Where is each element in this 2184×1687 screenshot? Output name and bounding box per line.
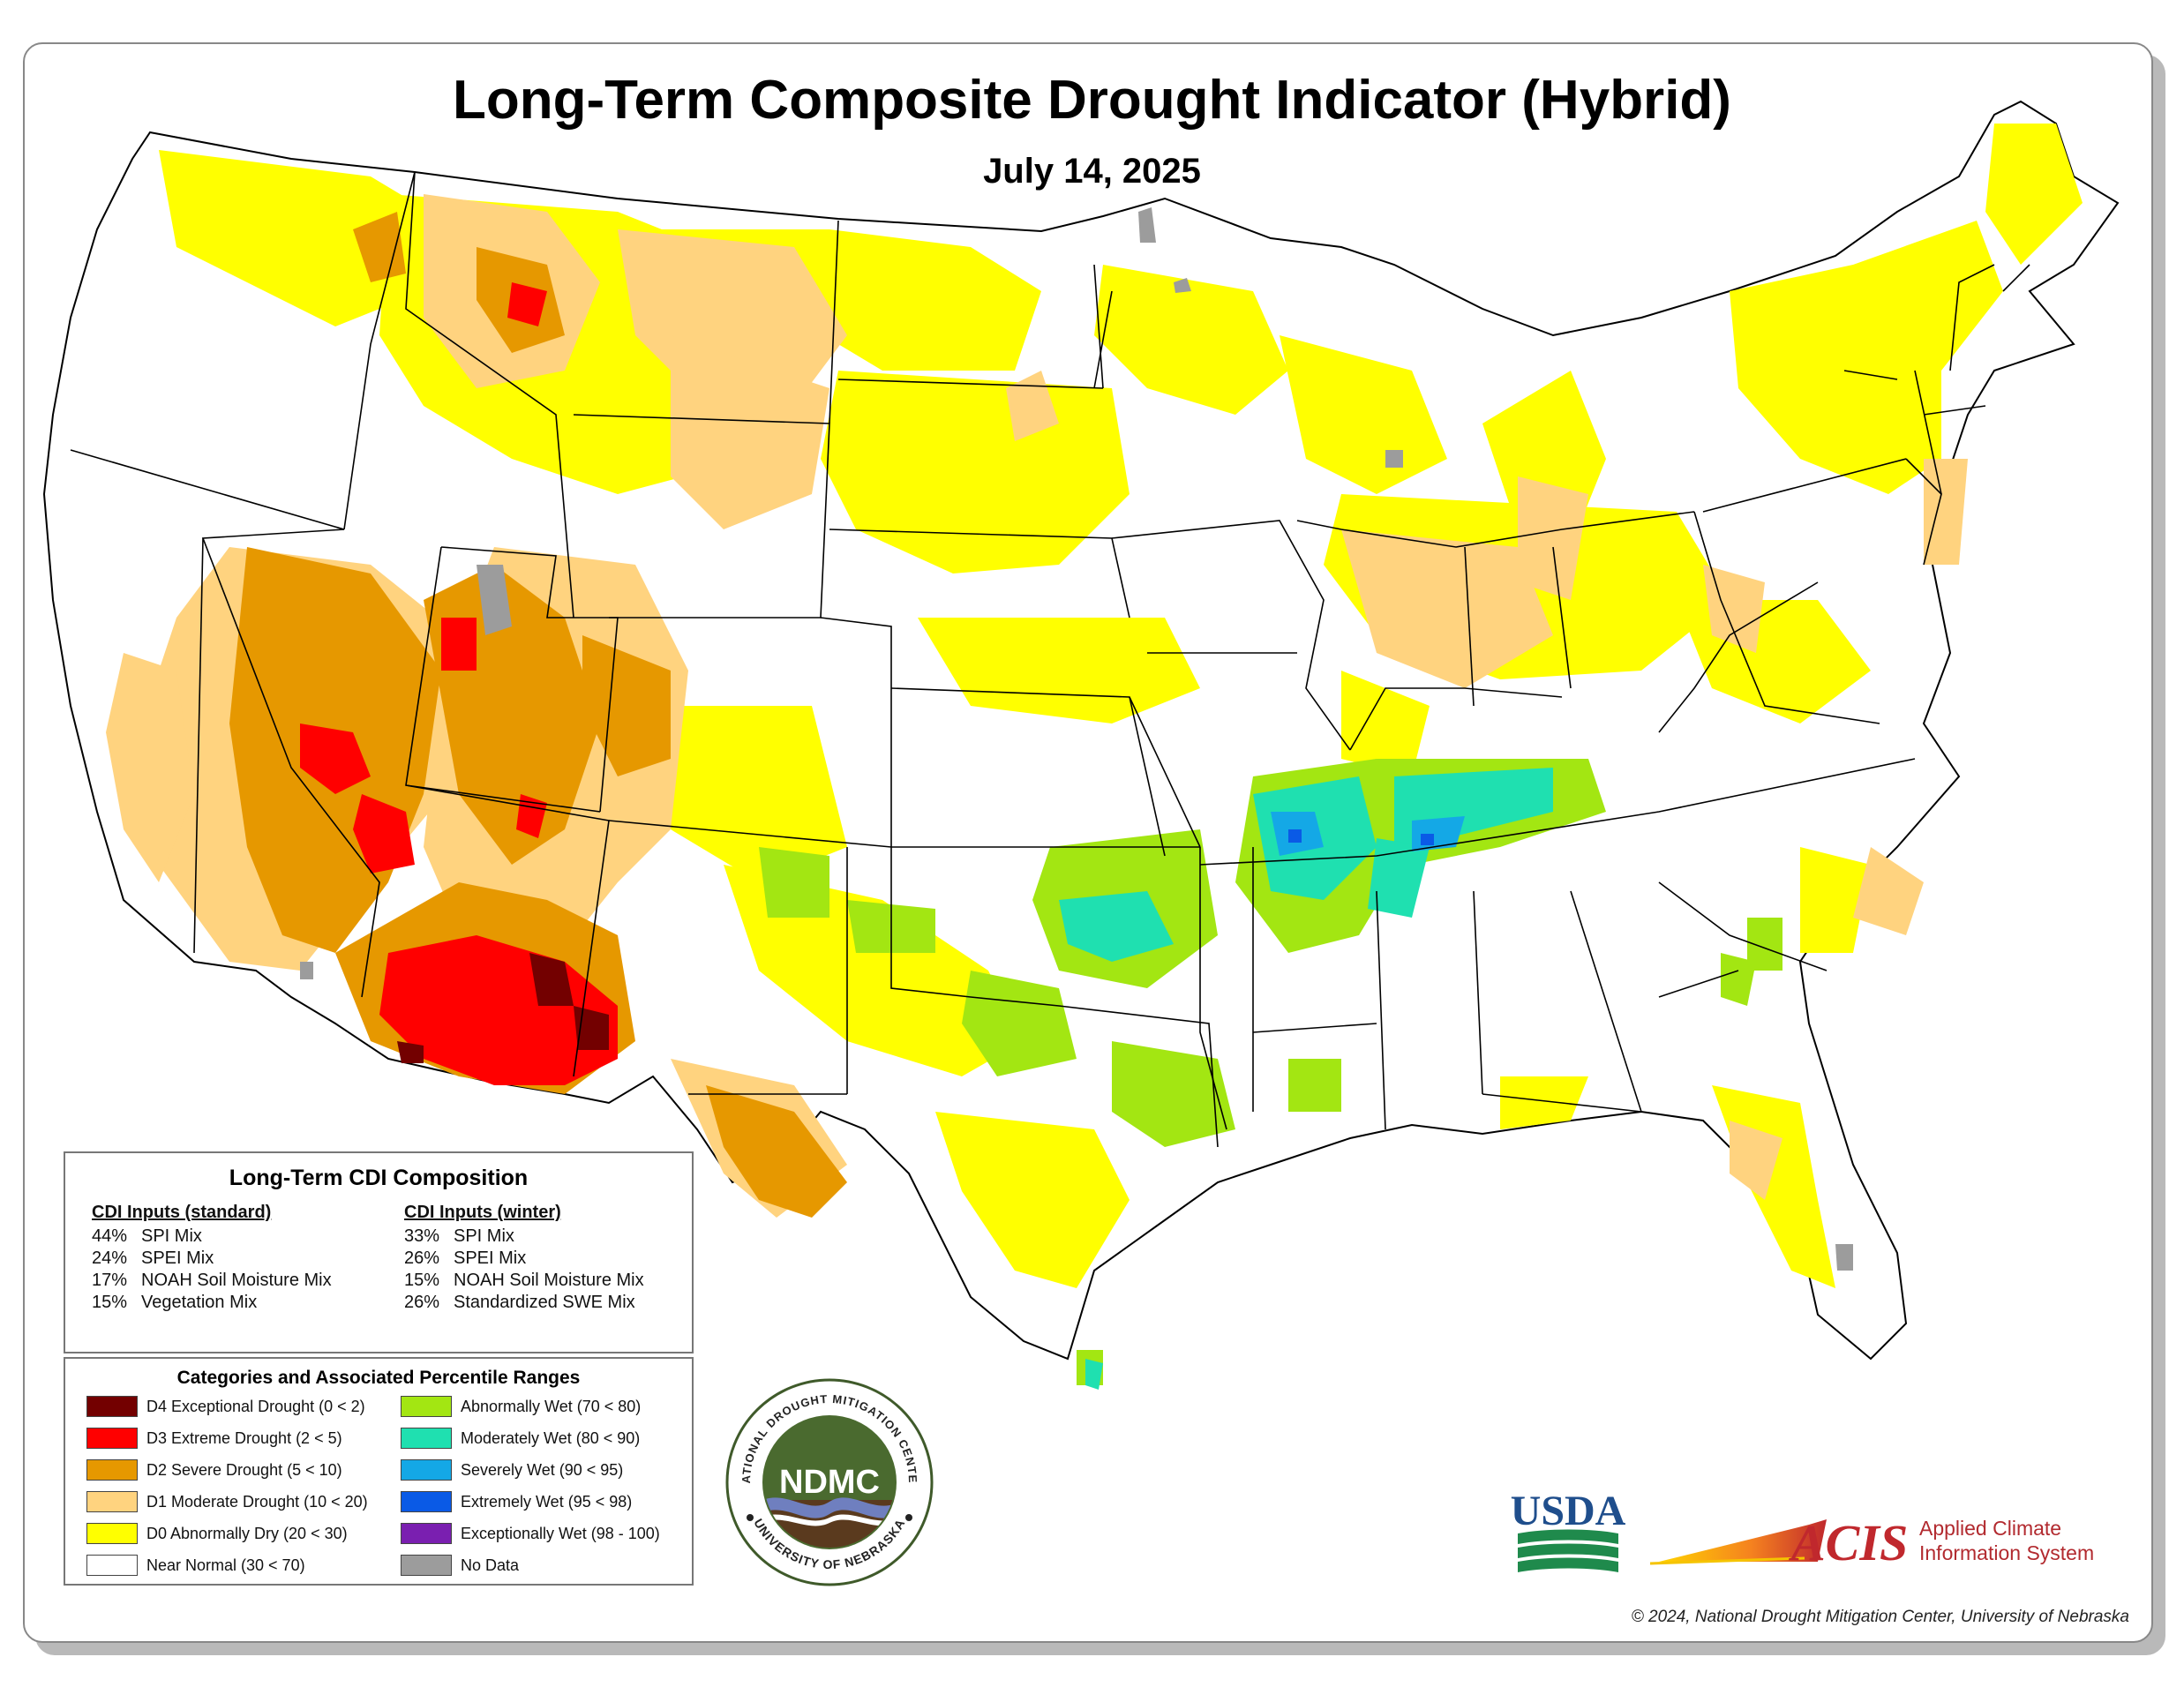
legend-label: No Data xyxy=(461,1556,520,1574)
legend-swatch xyxy=(86,1459,138,1481)
legend-label: D0 Abnormally Dry (20 < 30) xyxy=(146,1525,348,1542)
standard-input-row: 15% Vegetation Mix xyxy=(92,1293,258,1312)
legend-label: Severely Wet (90 < 95) xyxy=(461,1461,624,1479)
copyright-text: © 2024, National Drought Mitigation Cent… xyxy=(1631,1608,2129,1626)
legend-item: Moderately Wet (80 < 90) xyxy=(401,1426,692,1451)
legend-label: Extremely Wet (95 < 98) xyxy=(461,1493,633,1511)
winter-input-row: 26% Standardized SWE Mix xyxy=(404,1293,635,1312)
map-title: Long-Term Composite Drought Indicator (H… xyxy=(453,70,1731,131)
legend-swatch xyxy=(401,1523,452,1544)
acis-line1: Applied Climate xyxy=(1919,1517,2061,1540)
legend-item: Extremely Wet (95 < 98) xyxy=(401,1489,692,1514)
legend-item: Abnormally Wet (70 < 80) xyxy=(401,1394,692,1419)
legend-label: Abnormally Wet (70 < 80) xyxy=(461,1398,642,1415)
legend-swatch xyxy=(86,1491,138,1512)
acis-logo: ACIS Applied Climate Information System xyxy=(1650,1514,2094,1571)
winter-input-row: 33% SPI Mix xyxy=(404,1226,514,1246)
legend-label: Exceptionally Wet (98 - 100) xyxy=(461,1525,660,1542)
legend-swatch xyxy=(401,1555,452,1576)
legend-label: D3 Extreme Drought (2 < 5) xyxy=(146,1429,342,1447)
standard-inputs-column: CDI Inputs (standard) 44% SPI Mix 24% SPEI… xyxy=(92,1202,332,1314)
acis-logo-mark: ACIS xyxy=(1789,1514,1908,1571)
legend-swatch xyxy=(86,1555,138,1576)
usda-logo-text: USDA xyxy=(1511,1488,1625,1534)
legend-item: D4 Exceptional Drought (0 < 2) xyxy=(86,1394,378,1419)
legend-swatch xyxy=(86,1523,138,1544)
legend-label: D1 Moderate Drought (10 < 20) xyxy=(146,1493,368,1511)
legend-item: Severely Wet (90 < 95) xyxy=(401,1458,692,1482)
legend-item: Near Normal (30 < 70) xyxy=(86,1553,378,1578)
standard-input-row: 44% SPI Mix xyxy=(92,1226,202,1246)
legend-item: D3 Extreme Drought (2 < 5) xyxy=(86,1426,378,1451)
legend-item: D1 Moderate Drought (10 < 20) xyxy=(86,1489,378,1514)
ndmc-logo: NDMC NATIONAL DROUGHT MITIGATION CENTER … xyxy=(724,1376,934,1586)
composition-heading: Long-Term CDI Composition xyxy=(229,1166,529,1190)
standard-input-row: 17% NOAH Soil Moisture Mix xyxy=(92,1271,332,1290)
legend-swatch xyxy=(86,1396,138,1417)
winter-inputs-column: CDI Inputs (winter) 33% SPI Mix 26% SPEI M… xyxy=(404,1202,644,1314)
winter-input-row: 26% SPEI Mix xyxy=(404,1248,527,1268)
usda-logo: USDA xyxy=(1511,1488,1625,1572)
legend-label: D2 Severe Drought (5 < 10) xyxy=(146,1461,342,1479)
categories-legend: Categories and Associated Percentile Ran… xyxy=(64,1357,694,1586)
legend-swatch xyxy=(401,1491,452,1512)
extremely-wet-regions xyxy=(1288,829,1434,845)
legend-swatch xyxy=(401,1459,452,1481)
map-date: July 14, 2025 xyxy=(983,152,1201,191)
winter-input-row: 15% NOAH Soil Moisture Mix xyxy=(404,1271,644,1290)
legend-item: Exceptionally Wet (98 - 100) xyxy=(401,1521,692,1546)
legend-item: D2 Severe Drought (5 < 10) xyxy=(86,1458,378,1482)
legend-swatch xyxy=(401,1396,452,1417)
legend-label: Near Normal (30 < 70) xyxy=(146,1556,305,1574)
cdi-composition-box: Long-Term CDI Composition CDI Inputs (st… xyxy=(64,1151,694,1353)
winter-inputs-heading: CDI Inputs (winter) xyxy=(404,1203,561,1222)
no-data-regions xyxy=(300,207,1853,1271)
ndmc-logo-text: NDMC xyxy=(779,1464,880,1501)
state-boundaries xyxy=(70,171,2030,1148)
legend-item: D0 Abnormally Dry (20 < 30) xyxy=(86,1521,378,1546)
legend-swatch xyxy=(401,1428,452,1449)
legend-item: No Data xyxy=(401,1553,692,1578)
legend-swatch xyxy=(86,1428,138,1449)
categories-heading: Categories and Associated Percentile Ran… xyxy=(176,1368,581,1388)
legend-label: Moderately Wet (80 < 90) xyxy=(461,1429,641,1447)
standard-inputs-heading: CDI Inputs (standard) xyxy=(92,1203,272,1222)
legend-label: D4 Exceptional Drought (0 < 2) xyxy=(146,1398,365,1415)
standard-input-row: 24% SPEI Mix xyxy=(92,1248,214,1268)
acis-line2: Information System xyxy=(1919,1541,2094,1564)
